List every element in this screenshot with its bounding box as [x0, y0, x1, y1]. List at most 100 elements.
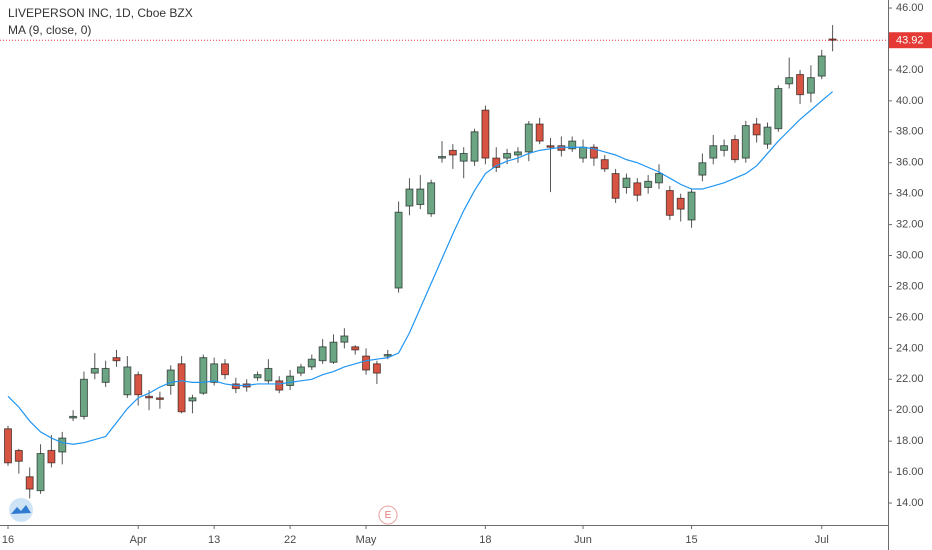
candle-body [79, 378, 88, 417]
y-tick-label: 38.00 [896, 126, 924, 138]
candle-body [568, 140, 577, 150]
candle-body [785, 77, 794, 85]
candle-body [492, 157, 501, 168]
y-tick-label: 18.00 [896, 435, 924, 447]
ma-line [7, 91, 833, 445]
candle-body [655, 173, 663, 184]
y-tick-label: 34.00 [896, 188, 924, 200]
candle-body [622, 177, 631, 188]
candle-body [470, 131, 479, 162]
chart-title: LIVEPERSON INC, 1D, Cboe BZX [8, 6, 193, 20]
candle-body [58, 437, 67, 453]
candle-body [4, 428, 12, 464]
y-tick-label: 28.00 [896, 280, 924, 292]
candle-body [296, 366, 305, 374]
x-tick-label: May [356, 534, 377, 546]
candle-body [459, 152, 468, 162]
candle-body [123, 366, 132, 396]
y-tick-label: 42.00 [896, 64, 924, 76]
candle-body [36, 453, 45, 492]
candle-body [155, 397, 164, 400]
y-tick-label: 20.00 [896, 404, 924, 416]
candle-body [438, 156, 446, 159]
candle-body [340, 335, 349, 343]
y-tick-label: 46.00 [896, 2, 924, 14]
candle-body [145, 395, 154, 399]
x-tick-label: 18 [479, 534, 491, 546]
earnings-marker[interactable]: E [378, 505, 398, 525]
candle-body [405, 188, 414, 207]
candle-body [448, 149, 457, 156]
candle-body [307, 358, 316, 368]
candle-body [698, 162, 707, 176]
candle-body [69, 415, 78, 419]
candle-body [329, 341, 338, 363]
candle-body [47, 449, 56, 464]
candle-body [362, 355, 371, 371]
candle-body [166, 369, 175, 386]
candle-body [709, 145, 718, 159]
x-tick-label: Jul [815, 534, 829, 546]
candle-body [210, 363, 219, 383]
candle-body [687, 191, 696, 221]
y-tick-label: 16.00 [896, 466, 924, 478]
candle-body [524, 123, 533, 153]
y-tick-label: 36.00 [896, 157, 924, 169]
candle-body [720, 145, 729, 151]
candle-body [579, 146, 588, 159]
candle-body [394, 211, 403, 289]
candle-body [416, 188, 425, 205]
candle-body [253, 374, 262, 379]
y-tick-label: 30.00 [896, 249, 924, 261]
x-tick-label: 16 [2, 534, 14, 546]
candle-body [546, 145, 555, 148]
x-tick-label: 15 [685, 534, 697, 546]
candle-body [231, 383, 240, 390]
candle-body [535, 123, 544, 142]
x-tick-label: Apr [130, 534, 147, 546]
candle-body [589, 146, 598, 159]
candle-body [774, 87, 783, 130]
plot-area [0, 25, 888, 499]
candle-body [112, 357, 121, 362]
candle-body [481, 109, 490, 159]
y-tick-label: 14.00 [896, 497, 924, 509]
logo [9, 498, 33, 522]
candle-body [351, 346, 360, 351]
candle-body [513, 151, 522, 156]
candle-body [427, 182, 436, 215]
y-tick-label: 22.00 [896, 373, 924, 385]
x-tick-label: 22 [284, 534, 296, 546]
candle-body [318, 346, 327, 362]
candle-body [25, 476, 34, 490]
y-tick-label: 40.00 [896, 95, 924, 107]
candle-body [611, 173, 620, 199]
candle-body [752, 123, 761, 136]
candle-body [221, 363, 229, 376]
candle-body [763, 126, 772, 145]
y-tick-label: 32.00 [896, 219, 924, 231]
last-price-label: 43.92 [896, 35, 924, 47]
candle-body [665, 190, 674, 216]
candle-body [286, 375, 295, 386]
candle-body [134, 374, 143, 396]
candle-body [383, 354, 392, 357]
candle-body [14, 449, 23, 462]
candle-body [730, 139, 739, 161]
candle-body [806, 77, 815, 94]
candle-body [177, 363, 186, 413]
candle-body [275, 380, 284, 391]
candle-body [372, 363, 381, 374]
x-tick-label: 13 [208, 534, 220, 546]
candle-body [600, 159, 609, 170]
candle-body [264, 367, 273, 382]
earnings-label: E [385, 510, 392, 521]
candle-body [741, 125, 750, 159]
y-tick-label: 24.00 [896, 342, 924, 354]
candle-body [633, 182, 642, 196]
candle-body [188, 397, 197, 402]
indicator-label: MA (9, close, 0) [8, 23, 91, 37]
x-tick-label: Jun [574, 534, 592, 546]
y-tick-label: 26.00 [896, 311, 924, 323]
